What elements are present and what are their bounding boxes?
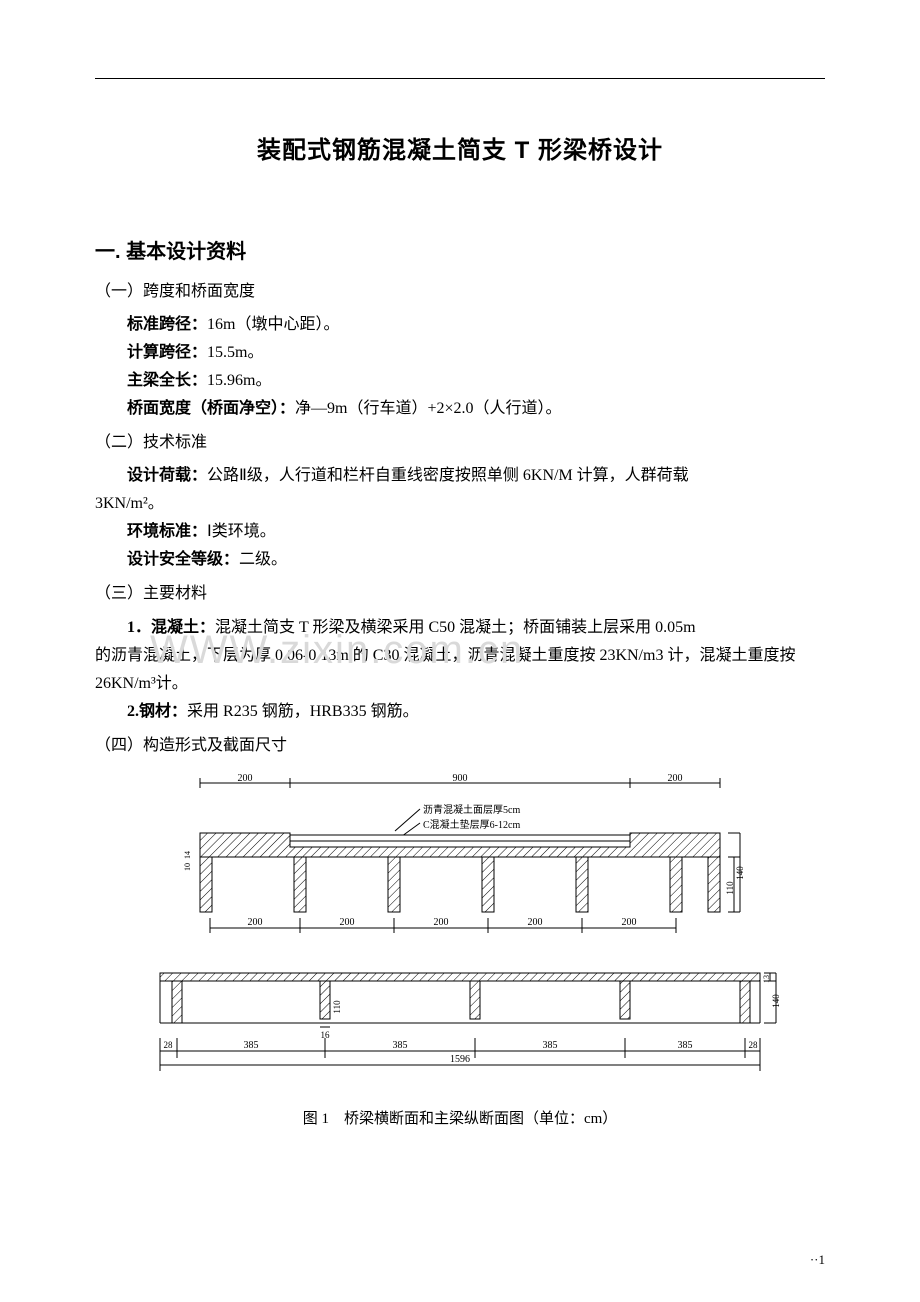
value: 16m（墩中心距）。 bbox=[207, 316, 339, 333]
svg-text:沥青混凝土面层厚5cm: 沥青混凝土面层厚5cm bbox=[423, 803, 520, 816]
line-deck-width: 桥面宽度（桥面净空）：净—9m（行车道）+2×2.0（人行道）。 bbox=[95, 395, 825, 423]
svg-text:200: 200 bbox=[528, 917, 543, 928]
svg-text:140: 140 bbox=[735, 866, 745, 880]
value: 15.5m。 bbox=[207, 344, 263, 361]
label: 1．混凝土： bbox=[127, 619, 215, 636]
svg-text:385: 385 bbox=[543, 1040, 558, 1051]
svg-text:28: 28 bbox=[164, 1040, 174, 1050]
svg-text:200: 200 bbox=[434, 917, 449, 928]
label: 设计安全等级： bbox=[127, 551, 239, 568]
section-1-heading: 一. 基本设计资料 bbox=[95, 235, 825, 264]
svg-text:C混凝土垫层厚6-12cm: C混凝土垫层厚6-12cm bbox=[423, 818, 520, 831]
svg-text:13: 13 bbox=[762, 975, 771, 983]
page-number: ··1 bbox=[810, 1252, 825, 1268]
svg-text:385: 385 bbox=[678, 1040, 693, 1051]
svg-text:385: 385 bbox=[393, 1040, 408, 1051]
longitudinal-section-svg: 110 16 13 140 bbox=[140, 963, 780, 1093]
svg-text:28: 28 bbox=[749, 1040, 759, 1050]
line-calc-span: 计算跨径：15.5m。 bbox=[95, 339, 825, 367]
line-concrete: 1．混凝土：混凝土简支 T 形梁及横梁采用 C50 混凝土；桥面铺装上层采用 0… bbox=[95, 614, 825, 642]
subsection-1-1-heading: （一）跨度和桥面宽度 bbox=[95, 278, 825, 305]
value: 混凝土简支 T 形梁及横梁采用 C50 混凝土；桥面铺装上层采用 0.05m bbox=[215, 619, 696, 636]
subsection-1-4-heading: （四）构造形式及截面尺寸 bbox=[95, 732, 825, 759]
line-beam-len: 主梁全长：15.96m。 bbox=[95, 367, 825, 395]
value: 采用 R235 钢筋，HRB335 钢筋。 bbox=[187, 703, 419, 720]
cross-section-svg: 200 900 200 沥青混凝土面层厚5cm C混凝土垫层厚6-12cm bbox=[140, 773, 780, 963]
value: Ⅰ类环境。 bbox=[207, 523, 276, 540]
line-design-load: 设计荷载：公路Ⅱ级，人行道和栏杆自重线密度按照单侧 6KN/M 计算，人群荷载 bbox=[95, 462, 825, 490]
value: 净—9m（行车道）+2×2.0（人行道）。 bbox=[295, 400, 562, 417]
value: 二级。 bbox=[239, 551, 287, 568]
svg-text:1596: 1596 bbox=[450, 1054, 470, 1065]
svg-text:200: 200 bbox=[622, 917, 637, 928]
svg-text:385: 385 bbox=[244, 1040, 259, 1051]
svg-text:140: 140 bbox=[771, 994, 780, 1008]
svg-text:200: 200 bbox=[340, 917, 355, 928]
label: 2.钢材： bbox=[127, 703, 187, 720]
figure-caption: 图 1 桥梁横断面和主梁纵断面图（单位：cm） bbox=[140, 1107, 780, 1128]
figure-1: 200 900 200 沥青混凝土面层厚5cm C混凝土垫层厚6-12cm bbox=[140, 773, 780, 1128]
svg-text:110: 110 bbox=[725, 881, 735, 895]
line-std-span: 标准跨径：16m（墩中心距）。 bbox=[95, 311, 825, 339]
subsection-1-3-heading: （三）主要材料 bbox=[95, 580, 825, 607]
svg-text:200: 200 bbox=[668, 773, 683, 784]
svg-text:200: 200 bbox=[248, 917, 263, 928]
label: 桥面宽度（桥面净空）： bbox=[127, 400, 295, 417]
line-design-load-cont: 3KN/m²。 bbox=[95, 490, 825, 518]
label: 主梁全长： bbox=[127, 372, 207, 389]
value: 15.96m。 bbox=[207, 372, 271, 389]
line-steel: 2.钢材：采用 R235 钢筋，HRB335 钢筋。 bbox=[95, 698, 825, 726]
line-safety: 设计安全等级：二级。 bbox=[95, 546, 825, 574]
svg-text:14: 14 bbox=[183, 851, 192, 859]
header-rule bbox=[95, 78, 825, 79]
label: 环境标准： bbox=[127, 523, 207, 540]
svg-text:200: 200 bbox=[238, 773, 253, 784]
svg-text:10: 10 bbox=[183, 863, 192, 871]
svg-text:110: 110 bbox=[332, 1000, 342, 1014]
value: 公路Ⅱ级，人行道和栏杆自重线密度按照单侧 6KN/M 计算，人群荷载 bbox=[207, 467, 689, 484]
svg-text:900: 900 bbox=[453, 773, 468, 784]
line-concrete-cont: 的沥青混凝土，下层为厚 0.06-0.13m 的 C30 混凝土，沥青混凝土重度… bbox=[95, 642, 825, 698]
document-title: 装配式钢筋混凝土简支 T 形梁桥设计 bbox=[95, 130, 825, 165]
label: 设计荷载： bbox=[127, 467, 207, 484]
label: 标准跨径： bbox=[127, 316, 207, 333]
label: 计算跨径： bbox=[127, 344, 207, 361]
line-env: 环境标准：Ⅰ类环境。 bbox=[95, 518, 825, 546]
subsection-1-2-heading: （二）技术标准 bbox=[95, 429, 825, 456]
